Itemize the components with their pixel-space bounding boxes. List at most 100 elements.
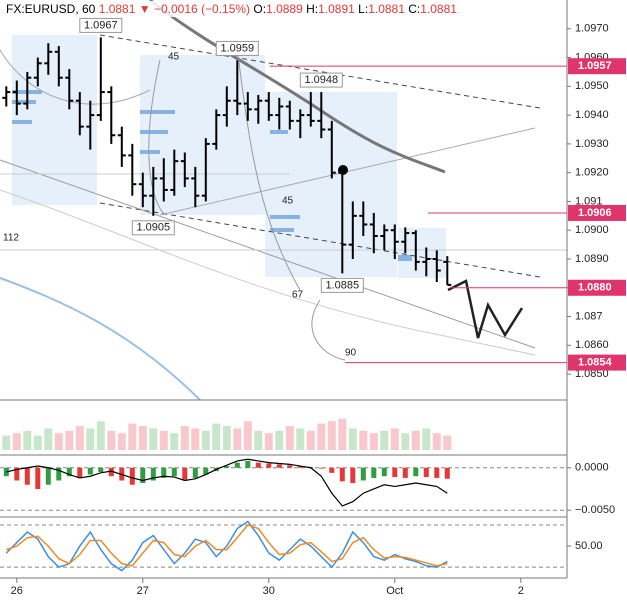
volume-bar — [222, 426, 231, 450]
trend-line — [99, 202, 541, 278]
volume-bar — [54, 433, 63, 450]
volume-bar — [117, 433, 126, 450]
volume-bar — [2, 435, 11, 450]
histogram-bar — [234, 462, 240, 468]
x-tick-label: Oct — [386, 585, 403, 597]
y-tick-label: 1.0970 — [575, 23, 609, 35]
study-label: 112 — [3, 233, 19, 244]
y-tick-label: 1.087 — [575, 310, 603, 322]
ohlc-label: L: — [358, 2, 369, 16]
y-tick-label: 1.0950 — [575, 80, 609, 92]
histogram-bar — [381, 467, 387, 477]
histogram-bar — [276, 464, 282, 468]
y-tick-label: 50.00 — [575, 540, 603, 552]
histogram-bar — [444, 467, 450, 479]
volume-bar — [243, 421, 252, 450]
histogram-bar — [392, 467, 398, 478]
callout-label: 1.0959 — [220, 42, 254, 54]
histogram-bar — [318, 467, 324, 469]
histogram-bar — [360, 467, 366, 481]
histogram-bar — [161, 467, 167, 478]
volume-bar — [338, 418, 347, 450]
histogram-bar — [423, 467, 429, 478]
volume-bar — [327, 421, 336, 450]
volume-bar — [285, 426, 294, 450]
x-tick-label: 2 — [518, 585, 524, 597]
profile-zone — [140, 55, 265, 215]
volume-bar — [432, 433, 441, 450]
volume-bar — [128, 423, 137, 450]
callout-box — [131, 220, 175, 236]
level-badge — [568, 58, 626, 75]
y-tick-label: 1.0900 — [575, 224, 609, 236]
volume-bar — [44, 428, 53, 450]
volume-bar — [170, 433, 179, 450]
histogram-bar — [87, 467, 93, 475]
volume-bar — [33, 435, 42, 450]
histogram-bar — [203, 467, 209, 475]
study-label: 45 — [168, 52, 180, 63]
histogram-bar — [24, 467, 30, 485]
change: −0.0016 (−0.15%) — [153, 2, 251, 16]
macd-line — [6, 458, 448, 507]
callout-box — [320, 277, 364, 293]
histogram-bar — [266, 463, 272, 468]
down-icon: ▼ — [138, 2, 151, 16]
x-tick-label: 26 — [11, 585, 23, 597]
volume-profile — [12, 35, 446, 278]
arc — [148, 59, 166, 216]
study-label: 67 — [292, 290, 304, 301]
histogram-bar — [77, 467, 83, 478]
y-tick-label: 1.0890 — [575, 253, 609, 265]
histogram-bar — [66, 467, 72, 477]
histogram-bar — [339, 467, 345, 482]
level-label: 1.0906 — [578, 207, 612, 219]
histogram-bar — [192, 467, 198, 478]
histogram-bar — [171, 467, 177, 477]
histogram-bar — [297, 466, 303, 468]
volume-bar — [317, 423, 326, 450]
volume-bar — [86, 428, 95, 450]
histogram-bar — [98, 467, 104, 472]
level-label: 1.0854 — [578, 356, 613, 368]
histogram-bar — [182, 467, 188, 480]
volume-bar — [296, 428, 305, 450]
volume-bar — [275, 430, 284, 450]
arc — [311, 299, 346, 361]
profile-bar — [12, 120, 32, 124]
volume-bar — [138, 426, 147, 450]
histogram-bar — [129, 467, 135, 485]
study-label: 90 — [345, 348, 357, 359]
profile-bar — [270, 228, 294, 232]
profile-bar — [140, 130, 168, 134]
header: FX:EURUSD, 60 1.0881 ▼ −0.0016 (−0.15%) … — [3, 1, 460, 17]
histogram-bar — [371, 467, 377, 478]
volume-bar — [201, 430, 210, 450]
level-badge — [568, 279, 626, 296]
x-tick-label: 30 — [263, 585, 275, 597]
volume-bar — [411, 430, 420, 450]
volume-bar — [191, 428, 200, 450]
projection — [447, 279, 524, 339]
volume-bar — [254, 430, 263, 450]
volume-bar — [369, 433, 378, 450]
y-tick-label: 1.0920 — [575, 167, 609, 179]
level-label: 1.0957 — [578, 60, 612, 72]
histogram-bar — [287, 465, 293, 468]
histogram-bar — [245, 460, 251, 468]
histogram-bar — [56, 467, 62, 481]
callout-label: 1.0905 — [136, 222, 170, 234]
volume-bar — [96, 421, 105, 450]
profile-bar — [398, 255, 412, 261]
histogram-bar — [45, 467, 51, 485]
volume-bar — [264, 433, 273, 450]
profile-bar — [12, 100, 36, 104]
histogram-bar — [14, 467, 20, 481]
volume-bar — [443, 435, 452, 450]
callout-box — [299, 72, 343, 88]
oscillator-line — [6, 524, 448, 567]
level-badge — [568, 354, 626, 371]
callout-label: 1.0885 — [325, 279, 359, 291]
callout-box — [79, 17, 123, 33]
